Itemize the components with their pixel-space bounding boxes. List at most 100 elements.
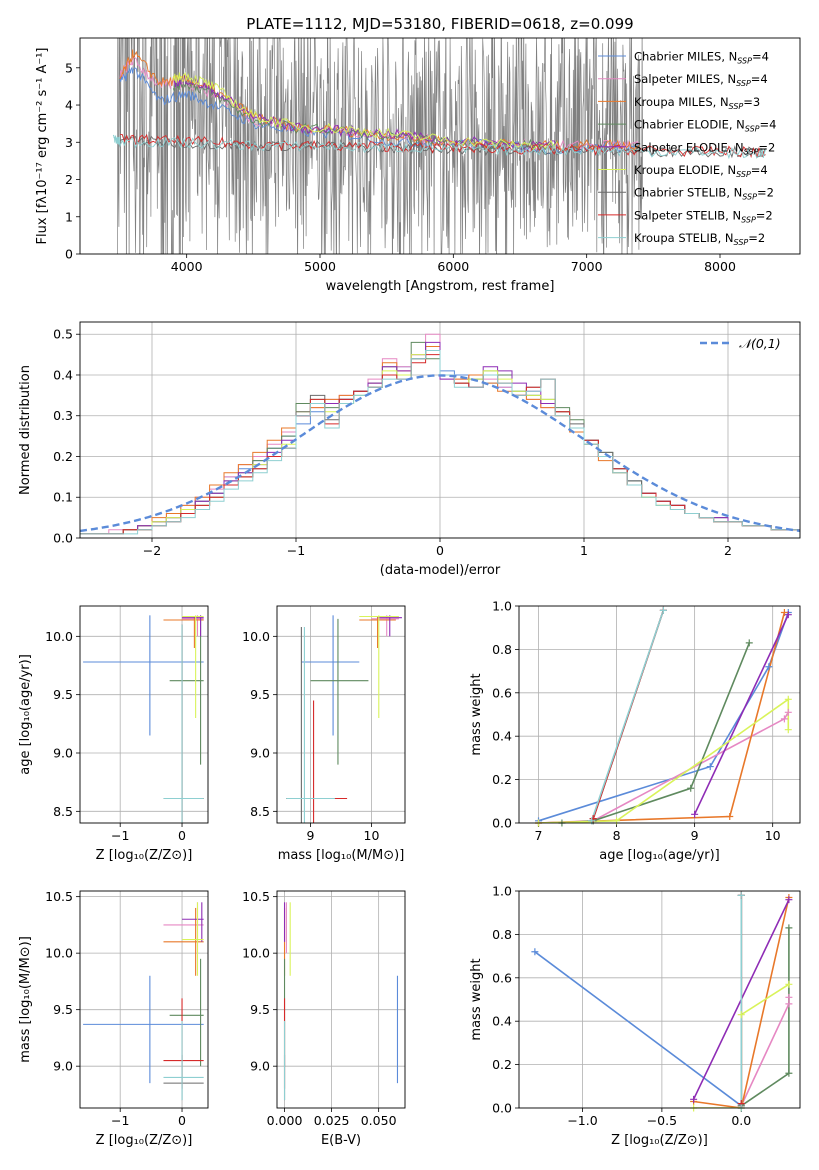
weight-line-1 (538, 711, 789, 823)
weight-marker (784, 726, 792, 734)
weight-marker (785, 896, 793, 904)
weight-line-0 (534, 951, 742, 1107)
x-tick-label: 0 (178, 1113, 186, 1128)
y-tick-label: 0.5 (53, 327, 73, 342)
panel-residuals: −2 −1 0 1 2 0.0 0.1 0.2 0.3 0.4 0.5 (data-model)/er… (18, 321, 801, 578)
x-tick-label: 0.050 (361, 1113, 397, 1128)
y-tick-label: 0.3 (53, 408, 73, 423)
y-tick-label: 9.0 (250, 746, 270, 761)
plot-area (80, 891, 208, 1108)
y-axis-label: mass weight (469, 673, 484, 755)
x-tick-label: −1.0 (567, 1113, 597, 1128)
weight-marker (785, 980, 793, 988)
y-tick-label: 0.0 (53, 531, 73, 546)
spectrum-legend: Chabrier MILES, NSSP=4 Salpeter MILES, NS… (598, 50, 776, 247)
panel-mass_vs_Z: −1 0 9.0 9.5 10.0 10.5 Z [log₁₀(Z/Z⊙)] mass [lo… (18, 889, 209, 1148)
y-tick-label: 3 (65, 135, 73, 150)
plot-area (80, 606, 208, 823)
y-axis-label: mass weight (469, 958, 484, 1040)
legend-label-0: Chabrier MILES, NSSP=4 (634, 50, 769, 66)
x-axis-label: Z [log₁₀(Z/Z⊙)] (96, 1133, 193, 1148)
x-tick-label: 0.0 (731, 1113, 751, 1128)
x-tick-label: −1 (111, 828, 129, 843)
x-axis-label: Z [log₁₀(Z/Z⊙)] (611, 1133, 708, 1148)
x-tick-label: −1 (287, 543, 305, 558)
weight-line-0 (538, 612, 790, 822)
plot-area (519, 606, 800, 823)
weight-line-5 (538, 697, 790, 823)
x-tick-label: 2 (724, 543, 732, 558)
y-tick-label: 9.0 (53, 1059, 73, 1074)
y-tick-label: 0.2 (492, 772, 512, 787)
y-tick-label: 9.5 (250, 687, 270, 702)
x-axis-label: (data-model)/error (380, 563, 501, 578)
weight-marker (706, 763, 714, 771)
weight-line-8 (590, 610, 665, 822)
weight-line-3 (561, 642, 751, 823)
y-tick-label: 0.0 (492, 1101, 512, 1116)
weight-marker (785, 1069, 793, 1077)
axes-frame (79, 37, 801, 255)
x-axis-label: wavelength [Angstrom, rest frame] (326, 279, 555, 294)
y-tick-label: 1 (65, 209, 73, 224)
panel-mass_vs_ebv: 0.000 0.025 0.050 9.0 9.5 10.0 10.5 E(B-V) (242, 889, 406, 1148)
y-tick-label: 4 (65, 98, 73, 113)
weight-line-2 (538, 612, 786, 823)
x-tick-label: 0.000 (267, 1113, 303, 1128)
legend-label-6: Chabrier STELIB, NSSP=2 (634, 186, 774, 202)
model-line-4 (173, 74, 558, 151)
x-tick-label: 4000 (171, 259, 203, 274)
y-tick-label: 9.5 (53, 1002, 73, 1017)
axes-frame (276, 890, 406, 1109)
y-tick-label: 0 (65, 247, 73, 262)
weight-marker (785, 924, 793, 932)
x-axis-label: age [log₁₀(age/yr)] (599, 848, 720, 863)
plot-area (112, 38, 767, 254)
y-axis-label: Normed distribution (18, 365, 33, 495)
axes-frame (518, 605, 801, 824)
y-tick-label: 0.8 (492, 927, 512, 942)
y-tick-label: 9.5 (53, 687, 73, 702)
y-tick-label: 2 (65, 172, 73, 187)
y-tick-label: 9.0 (53, 746, 73, 761)
x-tick-label: 0.025 (314, 1113, 350, 1128)
weight-marker (785, 1000, 793, 1008)
y-tick-label: 10.0 (242, 946, 270, 961)
y-tick-label: 5 (65, 60, 73, 75)
x-tick-label: 7000 (571, 259, 603, 274)
legend-label-5: Kroupa ELODIE, NSSP=4 (634, 163, 768, 179)
y-tick-label: 0.0 (492, 816, 512, 831)
weight-marker (780, 609, 788, 617)
weight-marker (785, 993, 793, 1001)
x-tick-label: 9 (691, 828, 699, 843)
weight-marker (784, 708, 792, 716)
weight-line-2 (693, 897, 790, 1108)
x-tick-label: 8000 (704, 259, 736, 274)
x-tick-label: 0 (178, 828, 186, 843)
y-tick-label: 8.5 (250, 804, 270, 819)
y-tick-label: 0.6 (492, 970, 512, 985)
legend-label-3: Chabrier ELODIE, NSSP=4 (634, 118, 776, 134)
model-line-8 (112, 134, 767, 160)
x-tick-label: −2 (143, 543, 161, 558)
weight-marker (726, 812, 734, 820)
axes-frame (79, 890, 209, 1109)
axes-frame (79, 321, 801, 539)
panel-weight_vs_Z: −1.0 −0.5 0.0 0.0 0.2 0.4 0.6 0.8 1.0 Z [log₁₀(Z/… (469, 884, 801, 1148)
weight-marker (780, 715, 788, 723)
panel-spectrum: 4000 5000 6000 7000 8000 0 1 2 3 4 5 wavelength [An… (35, 37, 801, 294)
x-tick-label: −1 (111, 1113, 129, 1128)
plot-area (80, 322, 800, 538)
y-tick-label: 1.0 (492, 599, 512, 614)
x-tick-label: 7 (535, 828, 543, 843)
plot-area (519, 891, 800, 1108)
weight-marker (765, 663, 773, 671)
legend-label-2: Kroupa MILES, NSSP=3 (634, 95, 760, 111)
hist-step-8 (80, 350, 800, 538)
y-tick-label: 10.0 (45, 946, 73, 961)
y-tick-label: 0.4 (492, 1014, 512, 1029)
y-axis-label: Flux [fλ10⁻¹⁷ erg cm⁻² s⁻¹ A⁻¹] (35, 48, 50, 245)
y-tick-label: 9.0 (250, 1059, 270, 1074)
legend-label-4: Salpeter ELODIE, NSSP=2 (634, 140, 775, 156)
y-tick-label: 1.0 (492, 884, 512, 899)
